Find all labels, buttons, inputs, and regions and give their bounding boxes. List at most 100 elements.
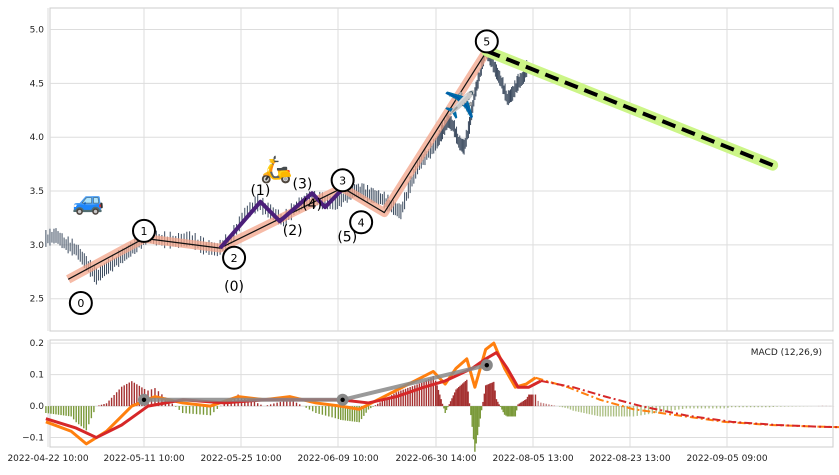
- macd-histogram-bar: [458, 387, 459, 406]
- macd-plot-frame: [50, 340, 833, 447]
- macd-histogram-bar: [428, 379, 429, 406]
- macd-histogram-bar: [697, 406, 698, 408]
- macd-histogram-bar: [312, 406, 313, 411]
- macd-histogram-bar: [416, 384, 417, 406]
- macd-histogram-bar: [663, 406, 664, 412]
- macd-histogram-bar: [512, 406, 513, 416]
- price-y-tick-label: 2.5: [30, 295, 44, 305]
- macd-wave-marker-dot: [142, 398, 146, 402]
- macd-histogram-bar: [708, 406, 709, 408]
- macd-histogram-bar: [440, 399, 441, 406]
- macd-histogram-bar: [446, 406, 447, 410]
- wave-label: (4): [302, 197, 322, 213]
- macd-histogram-bar: [196, 406, 197, 414]
- macd-histogram-bar: [457, 388, 458, 406]
- macd-histogram-bar: [591, 406, 592, 415]
- macd-histogram-bar: [439, 395, 440, 407]
- macd-histogram-bar: [501, 406, 502, 409]
- macd-histogram-bar: [189, 406, 190, 414]
- macd-histogram-bar: [535, 395, 536, 407]
- macd-histogram-bar: [430, 378, 431, 407]
- macd-histogram-bar: [564, 406, 565, 408]
- macd-histogram-bar: [203, 406, 204, 415]
- macd-histogram-bar: [712, 406, 713, 408]
- macd-histogram-bar: [182, 406, 183, 413]
- macd-histogram-bar: [735, 406, 736, 407]
- macd-histogram-bar: [273, 403, 274, 406]
- macd-histogram-bar: [48, 406, 49, 413]
- macd-histogram-bar: [470, 406, 471, 415]
- macd-histogram-bar: [765, 406, 766, 407]
- macd-histogram-bar: [91, 406, 92, 418]
- x-tick-label: 2022-04-22 10:00: [7, 454, 88, 464]
- macd-histogram-bar: [199, 406, 200, 414]
- macd-histogram-bar: [65, 406, 66, 416]
- wave-label: 3: [339, 174, 346, 187]
- macd-histogram-bar: [476, 406, 477, 443]
- macd-histogram-bar: [179, 406, 180, 410]
- macd-histogram-bar: [338, 406, 339, 419]
- macd-histogram-bar: [637, 406, 638, 416]
- macd-histogram-bar: [678, 406, 679, 409]
- macd-histogram-bar: [693, 406, 694, 408]
- price-panel: 2.53.03.54.04.55.0 012345(0)(1)(2)(3)(4)…: [30, 8, 833, 331]
- macd-histogram-bar: [618, 406, 619, 416]
- macd-histogram-bar: [583, 406, 584, 413]
- car-icon: 🚙: [72, 186, 104, 216]
- macd-histogram-bar: [436, 385, 437, 406]
- macd-histogram-bar: [73, 406, 74, 419]
- macd-histogram-bar: [445, 406, 446, 413]
- price-y-tick-label: 4.0: [30, 133, 45, 143]
- macd-histogram-bar: [442, 404, 443, 406]
- macd-histogram-bar: [500, 406, 501, 407]
- macd-histogram-bar: [485, 385, 486, 406]
- wave-label: 5: [483, 35, 490, 48]
- macd-histogram-bar: [93, 406, 94, 412]
- macd-histogram-bar: [532, 395, 533, 407]
- macd-histogram-bar: [527, 397, 528, 406]
- macd-histogram-bar: [257, 403, 258, 406]
- macd-histogram-bar: [322, 406, 323, 415]
- macd-histogram-bar: [633, 406, 634, 416]
- macd-histogram-bar: [515, 406, 516, 416]
- macd-histogram-bar: [488, 384, 489, 406]
- macd-histogram-bar: [701, 406, 702, 408]
- macd-histogram-bar: [546, 404, 547, 406]
- wave-label: 2: [231, 252, 238, 265]
- macd-histogram-bar: [507, 406, 508, 416]
- macd-histogram-bar: [723, 406, 724, 408]
- macd-histogram-bar: [405, 389, 406, 406]
- macd-histogram-bar: [377, 404, 378, 406]
- macd-histogram-bar: [477, 406, 478, 435]
- macd-histogram-bar: [731, 406, 732, 407]
- macd-histogram-bar: [466, 380, 467, 406]
- wave-label: 0: [77, 297, 84, 310]
- macd-histogram-bar: [126, 384, 127, 406]
- macd-histogram-bar: [443, 406, 444, 408]
- x-tick-label: 2022-06-09 10:00: [297, 454, 378, 464]
- macd-histogram-bar: [461, 385, 462, 406]
- macd-histogram-bar: [309, 406, 310, 409]
- price-y-tick-label: 5.0: [30, 26, 45, 36]
- macd-histogram-bar: [613, 406, 614, 416]
- macd-histogram-bar: [521, 402, 522, 406]
- macd-histogram-bar: [382, 401, 383, 406]
- price-y-tick-label: 3.0: [30, 241, 45, 251]
- macd-histogram-bar: [543, 403, 544, 406]
- macd-histogram-bar: [754, 406, 755, 407]
- macd-histogram-bar: [469, 403, 470, 406]
- macd-histogram-bar: [773, 406, 774, 407]
- macd-histogram-bar: [490, 383, 491, 406]
- macd-histogram-bar: [60, 406, 61, 415]
- macd-histogram-bar: [372, 406, 373, 407]
- macd-histogram-bar: [494, 391, 495, 407]
- x-tick-label: 2022-08-05 13:00: [492, 454, 573, 464]
- macd-histogram-bar: [581, 406, 582, 412]
- macd-histogram-bar: [81, 406, 82, 426]
- x-tick-label: 2022-08-23 13:00: [589, 454, 670, 464]
- macd-histogram-bar: [131, 381, 132, 406]
- macd-histogram-bar: [421, 383, 422, 406]
- macd-histogram-bar: [648, 406, 649, 414]
